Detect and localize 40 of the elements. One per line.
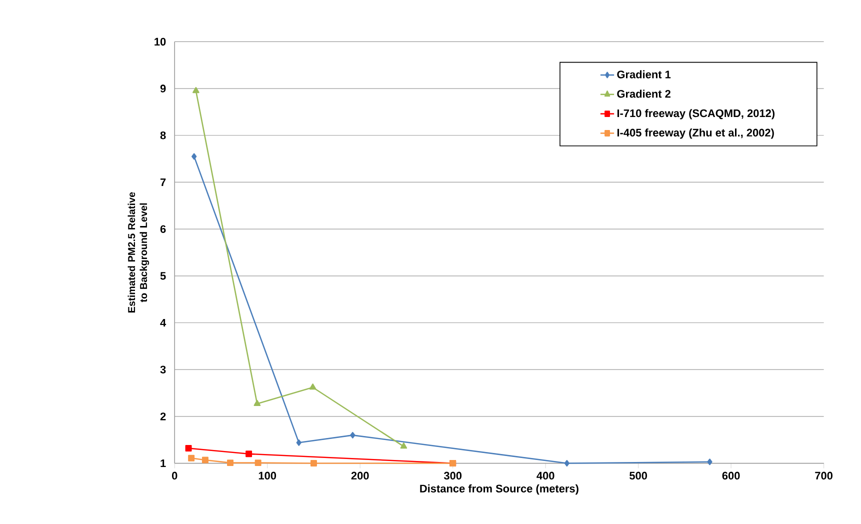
y-tick-label: 1 <box>160 460 166 468</box>
point <box>185 445 192 452</box>
legend-label: I-710 freeway (SCAQMD, 2012) <box>617 109 775 120</box>
y-tick-label: 9 <box>160 84 166 92</box>
y-tick-label: 8 <box>160 132 166 140</box>
y-tick-label: 5 <box>160 272 166 280</box>
y-tick-label: 10 <box>154 38 166 46</box>
y-axis-title: Estimated PM2.5 Relative to Background Level <box>128 192 150 312</box>
x-tick-label: 300 <box>444 472 462 480</box>
point <box>564 460 570 467</box>
x-tick-label: 0 <box>172 472 178 480</box>
x-axis-title: Distance from Source (meters) <box>420 484 578 495</box>
y-tick-label: 3 <box>160 366 166 374</box>
point <box>188 454 195 462</box>
x-tick-label: 100 <box>258 472 276 480</box>
point <box>254 400 261 406</box>
y-tick-label: 4 <box>160 318 166 327</box>
x-tick-label: 400 <box>536 472 554 480</box>
point <box>202 456 208 464</box>
legend-label: Gradient 2 <box>617 90 670 98</box>
point <box>191 153 197 160</box>
x-tick-label: 200 <box>351 472 369 480</box>
point <box>309 384 316 390</box>
point <box>296 439 302 446</box>
point <box>400 442 408 449</box>
y-tick-label: 6 <box>160 225 166 233</box>
x-tick-label: 700 <box>815 472 832 480</box>
point <box>227 460 234 466</box>
legend-label: Gradient 1 <box>617 70 671 78</box>
point <box>192 87 200 94</box>
point <box>707 458 712 466</box>
legend-label: I-405 freeway (Zhu et al., 2002) <box>617 128 774 139</box>
y-tick-label: 7 <box>160 178 166 186</box>
y-tick-label: 2 <box>160 412 166 420</box>
point <box>254 460 262 466</box>
point <box>350 432 356 438</box>
x-tick-label: 500 <box>630 472 647 480</box>
point <box>246 450 252 458</box>
x-tick-label: 600 <box>722 472 740 480</box>
point <box>310 460 317 467</box>
